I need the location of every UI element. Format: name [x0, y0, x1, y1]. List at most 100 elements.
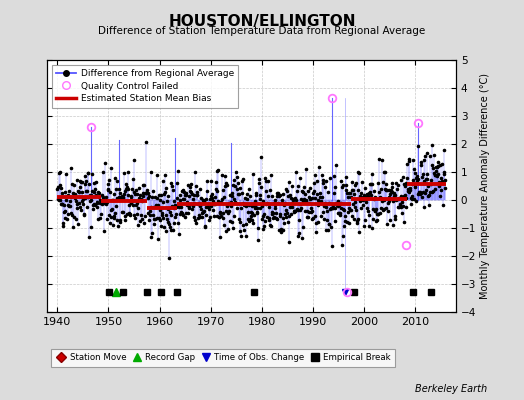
- Point: [330, 190, 338, 197]
- Point: [437, 180, 445, 186]
- Point: [157, 223, 166, 230]
- Point: [411, 181, 419, 188]
- Point: [250, 198, 259, 204]
- Point: [423, 150, 432, 156]
- Point: [225, 208, 234, 214]
- Point: [140, 213, 149, 219]
- Point: [395, 203, 403, 210]
- Point: [83, 188, 91, 194]
- Point: [389, 197, 397, 204]
- Point: [63, 215, 71, 222]
- Point: [254, 236, 262, 243]
- Point: [283, 218, 292, 225]
- Point: [312, 178, 321, 184]
- Point: [289, 207, 298, 214]
- Point: [171, 214, 180, 220]
- Point: [309, 215, 318, 222]
- Point: [87, 197, 95, 203]
- Point: [83, 203, 91, 210]
- Point: [362, 199, 370, 206]
- Point: [248, 210, 257, 216]
- Point: [224, 201, 233, 207]
- Point: [274, 190, 282, 196]
- Point: [79, 196, 88, 203]
- Point: [138, 216, 146, 222]
- Point: [257, 184, 266, 190]
- Point: [396, 193, 405, 199]
- Point: [227, 193, 236, 200]
- Point: [134, 205, 143, 212]
- Point: [170, 220, 178, 226]
- Point: [407, 195, 416, 201]
- Point: [60, 209, 68, 216]
- Point: [355, 170, 364, 176]
- Point: [276, 211, 284, 218]
- Point: [419, 171, 427, 177]
- Point: [227, 199, 235, 206]
- Point: [357, 179, 366, 186]
- Point: [141, 190, 149, 197]
- Point: [381, 205, 390, 211]
- Point: [105, 220, 114, 226]
- Point: [339, 206, 347, 213]
- Point: [180, 191, 189, 198]
- Point: [438, 178, 446, 184]
- Point: [300, 183, 308, 190]
- Point: [438, 161, 446, 167]
- Point: [254, 224, 263, 231]
- Point: [267, 192, 276, 199]
- Point: [241, 195, 249, 202]
- Point: [170, 198, 179, 204]
- Point: [414, 143, 422, 149]
- Point: [413, 176, 422, 182]
- Point: [195, 186, 204, 192]
- Point: [358, 194, 366, 201]
- Point: [367, 170, 376, 177]
- Point: [306, 185, 314, 192]
- Point: [246, 216, 254, 222]
- Point: [133, 199, 141, 206]
- Point: [198, 210, 206, 216]
- Point: [364, 211, 373, 218]
- Point: [56, 182, 64, 188]
- Point: [272, 189, 281, 196]
- Point: [190, 214, 199, 220]
- Point: [420, 157, 429, 163]
- Point: [264, 178, 272, 184]
- Point: [376, 193, 384, 200]
- Point: [59, 220, 68, 226]
- Point: [352, 180, 360, 186]
- Point: [208, 195, 216, 201]
- Point: [252, 192, 260, 198]
- Point: [264, 217, 272, 223]
- Point: [189, 200, 198, 206]
- Point: [194, 200, 203, 206]
- Point: [232, 200, 240, 206]
- Point: [85, 192, 94, 198]
- Point: [351, 204, 359, 211]
- Point: [366, 180, 374, 187]
- Point: [115, 186, 123, 192]
- Point: [182, 190, 190, 196]
- Point: [188, 206, 196, 212]
- Point: [348, 187, 357, 194]
- Point: [165, 206, 173, 212]
- Point: [157, 191, 165, 198]
- Point: [274, 200, 282, 206]
- Point: [242, 202, 250, 209]
- Point: [99, 169, 107, 176]
- Point: [223, 182, 232, 188]
- Point: [268, 211, 276, 218]
- Point: [395, 195, 403, 201]
- Point: [59, 223, 67, 229]
- Point: [226, 192, 234, 198]
- Point: [257, 154, 265, 160]
- Point: [253, 209, 261, 216]
- Point: [249, 171, 257, 177]
- Point: [203, 178, 211, 185]
- Point: [176, 192, 184, 198]
- Point: [166, 208, 174, 215]
- Point: [376, 186, 385, 192]
- Point: [329, 202, 337, 208]
- Point: [126, 211, 134, 217]
